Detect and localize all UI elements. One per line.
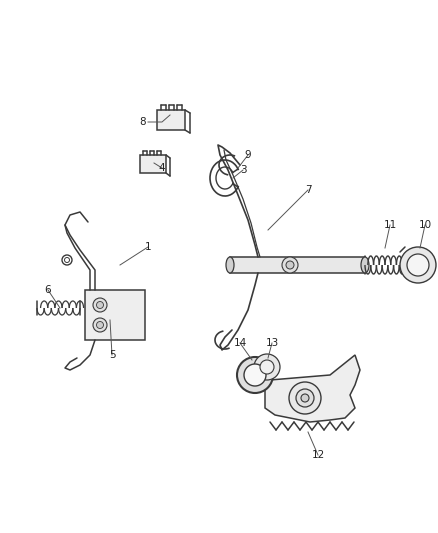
Text: 5: 5 <box>109 350 115 360</box>
Text: 9: 9 <box>245 150 251 160</box>
Text: 10: 10 <box>418 220 431 230</box>
Text: 6: 6 <box>45 285 51 295</box>
Circle shape <box>301 394 309 402</box>
Polygon shape <box>85 290 145 340</box>
Text: 7: 7 <box>305 185 311 195</box>
Circle shape <box>244 364 266 386</box>
Text: 11: 11 <box>383 220 397 230</box>
Circle shape <box>237 357 273 393</box>
Ellipse shape <box>226 257 234 273</box>
Circle shape <box>93 298 107 312</box>
Circle shape <box>400 247 436 283</box>
Circle shape <box>254 354 280 380</box>
Circle shape <box>286 261 294 269</box>
Polygon shape <box>230 257 365 273</box>
Text: 1: 1 <box>145 242 151 252</box>
Circle shape <box>289 382 321 414</box>
Polygon shape <box>140 155 166 173</box>
Circle shape <box>96 302 103 309</box>
Text: 14: 14 <box>233 338 247 348</box>
Circle shape <box>296 389 314 407</box>
Text: 8: 8 <box>140 117 146 127</box>
Circle shape <box>282 257 298 273</box>
Circle shape <box>260 360 274 374</box>
Text: 13: 13 <box>265 338 279 348</box>
Text: 4: 4 <box>159 163 165 173</box>
Circle shape <box>93 318 107 332</box>
Text: 3: 3 <box>240 165 246 175</box>
Ellipse shape <box>361 257 369 273</box>
Text: 12: 12 <box>311 450 325 460</box>
Circle shape <box>96 321 103 328</box>
Polygon shape <box>265 355 360 422</box>
Circle shape <box>407 254 429 276</box>
Polygon shape <box>157 110 185 130</box>
